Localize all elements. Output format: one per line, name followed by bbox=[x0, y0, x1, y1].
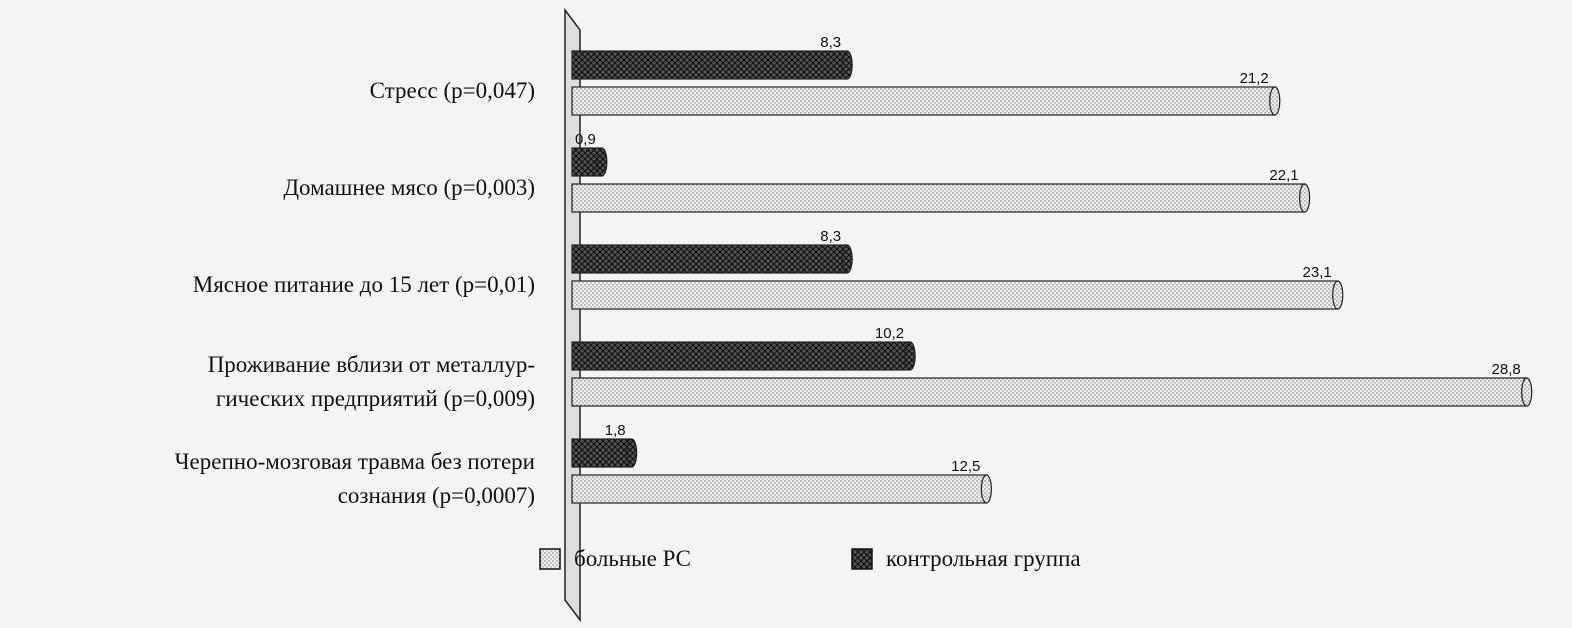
category-label: Мясное питание до 15 лет (p=0,01) bbox=[192, 272, 535, 297]
category-label: Проживание вблизи от металлур- гических … bbox=[207, 352, 535, 411]
bar-cap bbox=[980, 474, 992, 504]
bar-cap bbox=[1521, 377, 1533, 407]
value-label: 8,3 bbox=[820, 34, 841, 51]
value-label: 28,8 bbox=[1492, 361, 1521, 378]
bar-cap bbox=[904, 341, 916, 371]
bar bbox=[571, 377, 1528, 407]
value-label: 1,8 bbox=[605, 422, 626, 439]
legend-swatch bbox=[539, 548, 561, 570]
value-label: 23,1 bbox=[1303, 264, 1332, 281]
bar bbox=[571, 50, 848, 80]
value-label: 21,2 bbox=[1240, 70, 1269, 87]
bar bbox=[571, 280, 1339, 310]
bar bbox=[571, 86, 1276, 116]
category-label: Домашнее мясо (p=0,003) bbox=[283, 175, 535, 200]
bar-cap bbox=[626, 438, 638, 468]
bar bbox=[571, 183, 1306, 213]
value-label: 0,9 bbox=[575, 131, 596, 148]
bar bbox=[571, 341, 911, 371]
bar-cap bbox=[841, 244, 853, 274]
legend-swatch bbox=[851, 548, 873, 570]
legend-label: больные РС bbox=[574, 546, 691, 571]
bar-cap bbox=[596, 147, 608, 177]
bar-cap bbox=[841, 50, 853, 80]
value-label: 8,3 bbox=[820, 228, 841, 245]
bar-cap bbox=[1299, 183, 1311, 213]
value-label: 10,2 bbox=[875, 325, 904, 342]
legend-label: контрольная группа bbox=[886, 546, 1081, 571]
value-label: 22,1 bbox=[1269, 167, 1298, 184]
bar bbox=[571, 244, 848, 274]
bar bbox=[571, 474, 987, 504]
bar-cap bbox=[1269, 86, 1281, 116]
value-label: 12,5 bbox=[951, 458, 980, 475]
bar-cap bbox=[1332, 280, 1344, 310]
category-label: Черепно-мозговая травма без потери созна… bbox=[174, 449, 535, 508]
category-label: Стресс (p=0,047) bbox=[369, 78, 535, 103]
bar bbox=[571, 438, 633, 468]
